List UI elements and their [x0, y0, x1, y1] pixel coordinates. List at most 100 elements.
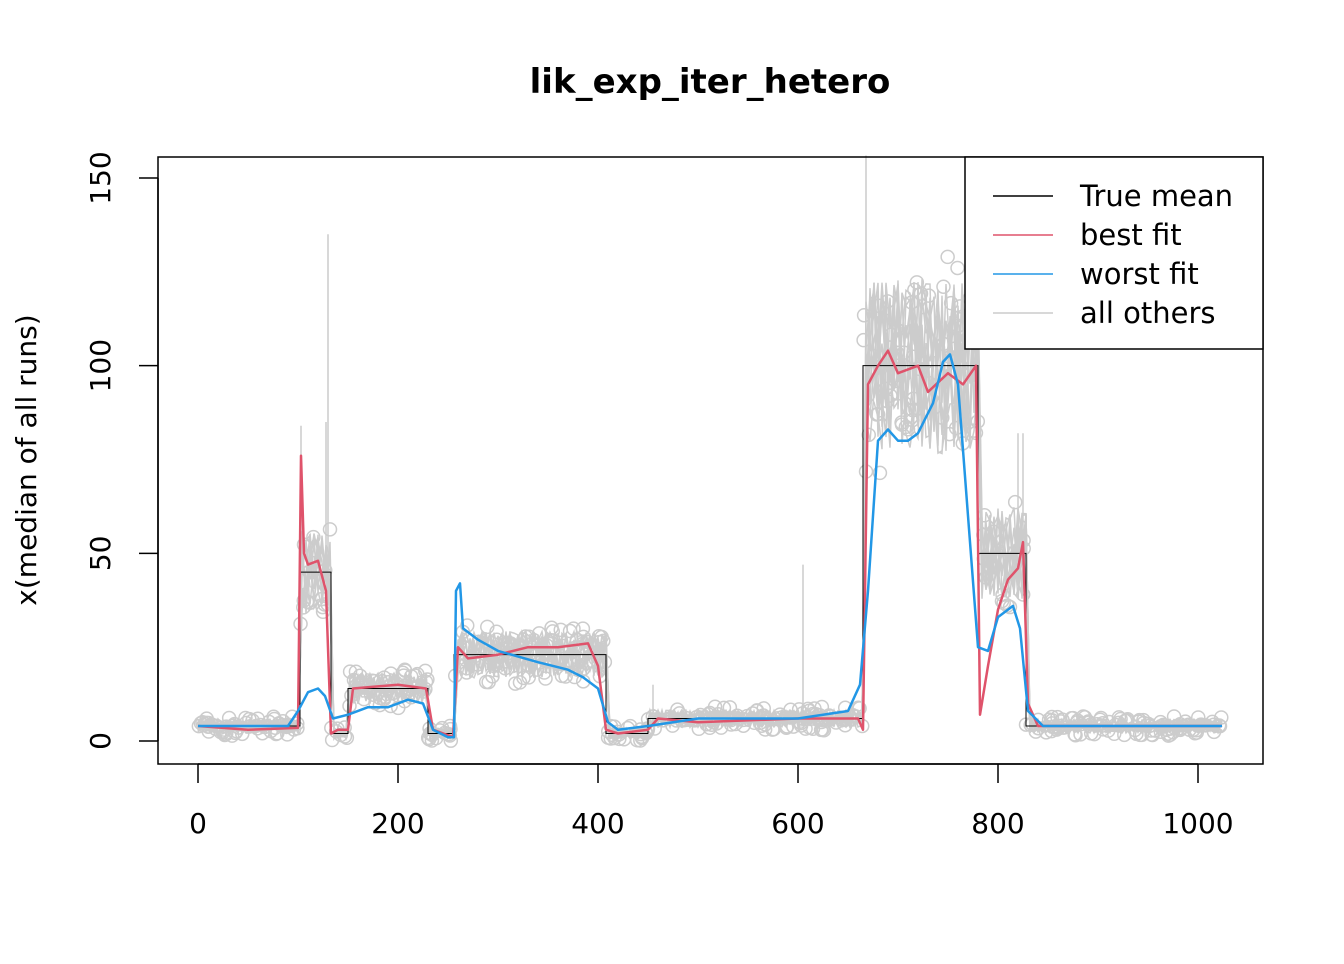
other-run-point [756, 701, 771, 716]
other-run-point [489, 656, 504, 672]
other-run-point [1015, 587, 1031, 602]
other-run-point [521, 670, 537, 685]
other-run-point [871, 298, 887, 313]
other-run-point [480, 619, 495, 635]
other-run-point [905, 412, 920, 428]
legend-label: all others [1080, 296, 1215, 330]
other-run-point [418, 663, 433, 679]
other-run-point [1073, 716, 1089, 732]
other-run-line [197, 283, 1223, 740]
other-run-point [757, 722, 773, 737]
x-tick-label: 400 [571, 807, 624, 840]
fit-lines [197, 349, 1222, 739]
legend-label: best fit [1080, 218, 1182, 252]
other-run-point [1193, 717, 1209, 732]
legend-box [964, 156, 1264, 350]
other-run-line [197, 282, 1223, 739]
x-tick-label: 0 [189, 807, 207, 840]
other-run-point [872, 465, 888, 481]
other-run-point [391, 700, 406, 716]
other-run-point [403, 689, 419, 705]
other-run-point [900, 422, 916, 437]
other-run-point [238, 710, 253, 726]
other-run-point [322, 522, 338, 537]
other-run-point [1073, 727, 1088, 742]
other-run-point [912, 361, 928, 377]
other-run-point [531, 626, 547, 641]
other-run-point [1191, 710, 1206, 725]
other-run-point [302, 595, 318, 610]
other-run-point [950, 260, 965, 276]
other-run-point [293, 616, 308, 632]
other-run-point [538, 671, 553, 686]
other-run-point [896, 345, 912, 360]
other-run-point [377, 689, 393, 705]
other-run-point [537, 665, 552, 680]
other-run-point [936, 279, 951, 294]
other-run-point [870, 406, 886, 422]
other-run-point [1067, 727, 1082, 742]
other-run-point [935, 410, 950, 425]
other-run-point [890, 322, 905, 338]
other-run-point [481, 674, 496, 690]
other-run-point [880, 294, 895, 309]
other-run-point [1083, 717, 1099, 732]
other-run-point [471, 634, 486, 650]
other-run-point [986, 524, 1001, 539]
other-run-point [947, 341, 963, 356]
other-run-line [197, 288, 1223, 741]
other-run-line [197, 286, 1223, 741]
other-run-point [1081, 715, 1096, 730]
other-run-point [640, 721, 655, 736]
other-run-point [905, 349, 921, 364]
legend-label: worst fit [1080, 257, 1199, 291]
y-tick-label: 150 [84, 151, 117, 204]
best-fit-line [197, 349, 1222, 739]
y-tick-label: 100 [84, 339, 117, 392]
x-tick-label: 1000 [1162, 807, 1233, 840]
other-run-point [229, 723, 244, 739]
other-run-point [906, 391, 921, 406]
other-run-line [197, 293, 1223, 741]
other-run-point [575, 621, 591, 636]
other-run-point [749, 703, 765, 718]
other-run-point [342, 664, 358, 679]
other-run-point [883, 388, 898, 403]
other-run-point [856, 332, 871, 348]
other-run-point [779, 720, 794, 735]
other-run-point [315, 599, 330, 615]
other-run-point [890, 386, 906, 401]
other-run-point [348, 664, 364, 680]
other-run-point [813, 722, 829, 738]
other-run-point [591, 628, 607, 644]
other-run-line [197, 282, 1223, 739]
other-run-point [942, 349, 958, 365]
other-run-point [904, 295, 919, 310]
other-run-point [921, 288, 937, 303]
other-run-point [943, 295, 959, 311]
other-run-point [852, 701, 867, 716]
other-run-point [1087, 726, 1102, 742]
chart-title: lik_exp_iter_hetero [530, 62, 891, 102]
other-run-point [459, 660, 475, 676]
worst-fit-line [198, 353, 1222, 739]
other-run-point [1171, 721, 1186, 736]
y-axis: 0 50 100 150 [84, 151, 159, 750]
other-run-point [1095, 722, 1111, 737]
other-run-point [856, 307, 872, 323]
legend: True mean best fit worst fit all others [964, 156, 1264, 350]
other-run-point [889, 345, 905, 361]
other-run-point [772, 707, 788, 722]
other-run-point [597, 654, 613, 670]
other-run-point [823, 709, 838, 724]
other-run-point [512, 675, 528, 690]
other-run-point [337, 720, 352, 735]
other-run-line [197, 282, 1223, 740]
y-tick-label: 50 [84, 536, 117, 572]
other-run-point [328, 724, 344, 739]
other-run-point [1117, 727, 1132, 743]
other-run-point [306, 529, 321, 545]
other-run-point [420, 672, 435, 687]
other-run-point [372, 690, 388, 706]
